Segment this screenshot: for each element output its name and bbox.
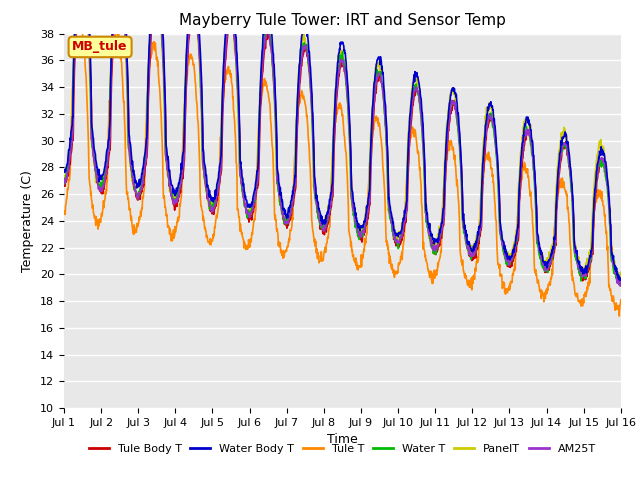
Tule T (429, 280, 437, 286)
Water Body T (60, 168, 68, 174)
Water Body T (617, 277, 625, 283)
Water T (616, 283, 624, 288)
Water T (551, 238, 559, 244)
Line: Tule Body T: Tule Body T (64, 0, 621, 286)
Water Body T (246, 202, 254, 208)
Tule Body T (60, 183, 68, 189)
AM25T (616, 283, 623, 288)
Water T (502, 261, 509, 266)
Tule T (60, 210, 68, 216)
Tule Body T (617, 279, 625, 285)
Tule Body T (502, 255, 509, 261)
Water Body T (171, 189, 179, 194)
Line: Water Body T: Water Body T (64, 0, 621, 280)
Line: AM25T: AM25T (64, 0, 621, 286)
AM25T (502, 255, 509, 261)
Water T (184, 26, 192, 32)
AM25T (184, 40, 192, 46)
Tule T (77, 16, 85, 22)
PanelT (246, 211, 254, 216)
AM25T (551, 238, 559, 244)
AM25T (246, 210, 254, 216)
Text: MB_tule: MB_tule (72, 40, 128, 53)
Tule T (246, 236, 254, 242)
Tule T (617, 297, 625, 303)
Tule Body T (171, 207, 179, 213)
Water T (246, 208, 254, 214)
Tule Body T (551, 244, 559, 250)
Water Body T (502, 251, 509, 256)
Tule T (551, 214, 559, 220)
AM25T (171, 201, 179, 207)
PanelT (551, 213, 559, 219)
Y-axis label: Temperature (C): Temperature (C) (22, 170, 35, 272)
Tule Body T (246, 216, 254, 222)
Water T (617, 277, 625, 283)
Line: PanelT: PanelT (64, 0, 621, 280)
Tule T (616, 313, 623, 319)
Water Body T (616, 277, 624, 283)
AM25T (617, 280, 625, 286)
Tule T (502, 289, 509, 295)
PanelT (429, 240, 437, 246)
PanelT (617, 272, 625, 277)
Water Body T (429, 235, 437, 241)
Water T (429, 251, 437, 256)
PanelT (60, 175, 68, 180)
X-axis label: Time: Time (327, 433, 358, 446)
PanelT (171, 198, 179, 204)
Tule Body T (184, 46, 192, 51)
Tule T (184, 62, 192, 68)
Title: Mayberry Tule Tower: IRT and Sensor Temp: Mayberry Tule Tower: IRT and Sensor Temp (179, 13, 506, 28)
Line: Tule T: Tule T (64, 19, 621, 316)
PanelT (184, 25, 192, 31)
Tule T (171, 232, 179, 238)
PanelT (502, 253, 509, 259)
AM25T (429, 245, 437, 251)
Tule Body T (429, 246, 437, 252)
Legend: Tule Body T, Water Body T, Tule T, Water T, PanelT, AM25T: Tule Body T, Water Body T, Tule T, Water… (84, 440, 600, 458)
Water Body T (184, 18, 192, 24)
Water T (171, 196, 179, 202)
AM25T (60, 177, 68, 182)
Tule Body T (616, 283, 624, 289)
PanelT (616, 277, 624, 283)
Water T (60, 180, 68, 186)
Water Body T (551, 233, 559, 239)
Line: Water T: Water T (64, 0, 621, 286)
